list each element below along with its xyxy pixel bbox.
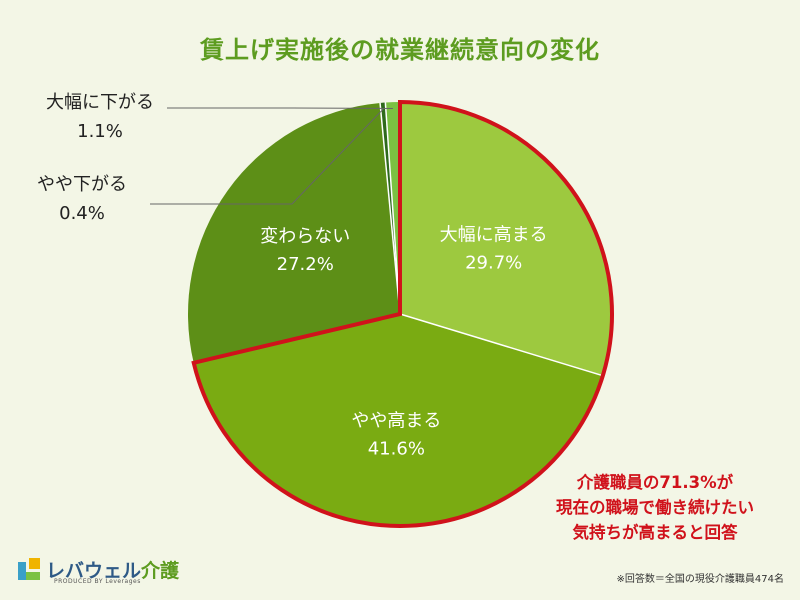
slice-label-1: 大幅に高まる — [440, 225, 548, 246]
brand-logo-subtext: PRODUCED BY Leverages — [54, 578, 141, 585]
pie-slice-3 — [187, 102, 400, 363]
slice-value-2: 41.6% — [368, 439, 425, 460]
slice-value-4: 0.4% — [59, 203, 105, 224]
callout-line-3: 気持ちが高まると回答 — [572, 523, 738, 542]
slice-separator-2 — [399, 313, 604, 377]
brand-logo-text: レバウェル介護 — [46, 559, 180, 582]
slice-value-3: 27.2% — [277, 254, 334, 275]
pie-slice-1 — [400, 102, 612, 376]
leader-line-4 — [150, 108, 384, 205]
callout-line-2: 現在の職場で働き続けたい — [556, 498, 754, 517]
brand-logo: レバウェル介護 PRODUCED BY Leverages — [18, 554, 180, 585]
callout-line-1: 介護職員の71.3%が — [576, 473, 734, 492]
pie-labels: 大幅に高まる 29.7% やや高まる 41.6% 変わらない 27.2% やや下がる 0.4%… — [37, 92, 548, 460]
chart-title: 賃上げ実施後の就業継続意向の変化 — [200, 36, 600, 64]
pie-slice-2 — [193, 314, 603, 526]
slice-value-5: 1.1% — [77, 121, 123, 142]
slice-separator-5 — [384, 102, 401, 315]
slice-label-4: やや下がる — [37, 174, 127, 195]
slice-label-3: 変わらない — [260, 226, 350, 247]
highlight-callout: 介護職員の71.3%が 現在の職場で働き続けたい 気持ちが高まると回答 — [535, 470, 775, 545]
slice-label-5: 大幅に下がる — [46, 92, 154, 113]
footnote: ※回答数＝全国の現役介護職員474名 — [616, 574, 784, 585]
slice-separator-4 — [379, 102, 401, 315]
slice-label-2: やや高まる — [351, 411, 441, 432]
brand-logo-mark — [18, 558, 40, 580]
slice-value-1: 29.7% — [465, 253, 522, 274]
highlight-outline — [191, 99, 614, 528]
